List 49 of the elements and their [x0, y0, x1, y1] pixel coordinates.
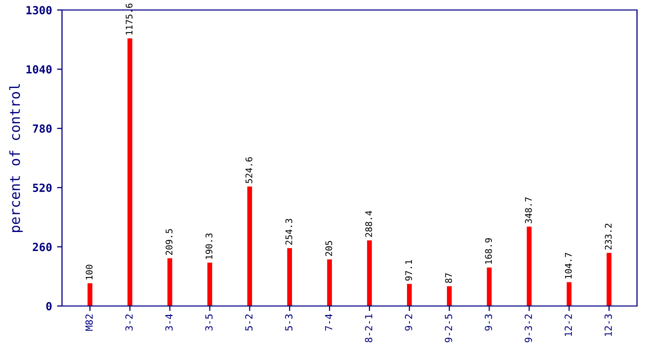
bar	[247, 186, 252, 306]
x-tick-label: 9-2-5	[444, 314, 452, 342]
x-tick-label: 7-4	[325, 314, 332, 331]
bar	[367, 240, 372, 306]
bar	[606, 252, 612, 306]
bar	[127, 38, 132, 306]
data-label: 1175.6	[126, 4, 133, 35]
bar	[167, 258, 172, 306]
data-label: 288.4	[365, 210, 372, 237]
x-tick-label: 9-3	[484, 314, 492, 331]
data-label: 168.9	[485, 238, 492, 264]
y-tick-label: 1300	[26, 6, 52, 14]
bar	[407, 284, 412, 306]
y-axis-title: percent of control	[9, 84, 23, 232]
x-tick-label: 12-2	[564, 314, 572, 336]
data-label: 100	[86, 264, 93, 280]
data-label: 254.3	[285, 218, 292, 245]
y-tick-label: 780	[32, 124, 52, 133]
x-tick-label: 9-3-2	[524, 314, 532, 342]
x-tick-label: 5-2	[245, 314, 253, 331]
x-tick-label: M82	[85, 314, 93, 331]
x-tick-label: 3-5	[205, 314, 213, 331]
y-tick-label: 0	[46, 302, 52, 310]
data-label: 87	[445, 273, 452, 283]
bar	[446, 286, 452, 306]
x-tick-label: 9-2	[404, 314, 412, 331]
x-tick-label: 3-2	[125, 314, 133, 331]
data-label: 233.2	[604, 224, 612, 250]
y-tick-label: 260	[32, 242, 52, 252]
data-label: 205	[325, 241, 332, 256]
data-label: 209.5	[166, 229, 172, 255]
data-label: 524.6	[245, 157, 252, 184]
bar	[207, 262, 212, 306]
y-tick-label: 520	[32, 184, 52, 192]
data-label: 190.3	[206, 233, 212, 259]
x-tick-label: 8-2-1	[364, 314, 372, 342]
x-tick-label: 12-3	[604, 314, 612, 336]
y-tick-label: 1040	[26, 65, 52, 74]
bar	[287, 248, 292, 306]
data-label: 97.1	[405, 260, 412, 281]
bar	[526, 226, 532, 306]
bar	[88, 283, 92, 306]
x-tick-label: 5-3	[285, 314, 292, 331]
data-label: 348.7	[525, 197, 532, 224]
bar	[486, 268, 492, 306]
data-label: 104.7	[564, 252, 572, 278]
bar	[327, 259, 332, 306]
bar	[566, 282, 572, 306]
x-tick-label: 3-4	[165, 314, 173, 331]
